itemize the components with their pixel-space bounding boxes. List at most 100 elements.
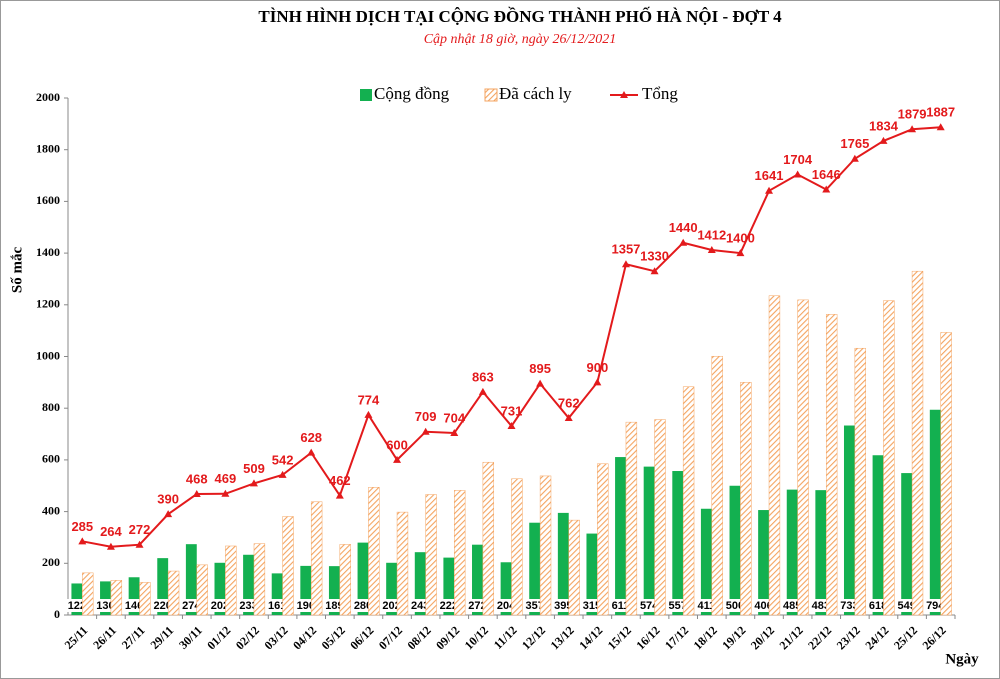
value-label: 500 [726,600,744,612]
value-label: 357 [525,600,543,612]
value-label: 1704 [783,152,813,167]
y-tick-label: 1000 [36,348,60,362]
value-label: 900 [586,360,608,375]
chart-subtitle: Cập nhật 18 giờ, ngày 26/12/2021 [424,32,617,47]
marker [765,186,774,194]
bar [328,566,340,615]
bar [654,419,666,616]
legend-label: Cộng đồng [374,84,450,103]
x-tick-label: 07/12 [376,623,405,652]
bar [472,544,483,615]
y-tick-label: 1600 [36,193,60,207]
legend-swatch [360,89,372,101]
value-label: 202 [211,600,229,612]
x-tick-label: 08/12 [404,623,433,652]
value-label: 485 [783,600,801,612]
marker [679,238,688,246]
x-tick-label: 25/12 [891,623,920,652]
y-tick-label: 200 [42,555,60,569]
value-label: 462 [329,473,351,488]
x-tick-label: 22/12 [805,623,834,652]
y-tick-label: 800 [42,400,60,414]
bar [225,545,237,616]
bar [843,425,855,615]
bar [339,544,351,616]
marker [879,136,888,144]
value-label: 774 [358,392,380,407]
y-tick-label: 2000 [36,90,60,104]
bar [139,582,151,616]
bar [167,570,180,616]
value-label: 731 [501,403,523,418]
bar [100,581,111,615]
marker [936,123,945,131]
x-tick-label: 21/12 [776,623,805,652]
marker [78,537,87,545]
value-label: 1357 [611,242,640,257]
value-label: 509 [243,461,265,476]
value-label: 1400 [726,231,755,246]
bar [157,558,169,615]
legend-label: Tổng [642,84,678,103]
bar [711,355,723,616]
marker [364,410,373,418]
marker [793,170,802,178]
value-label: 557 [669,600,687,612]
value-label: 233 [239,600,257,612]
x-tick-label: 11/12 [491,623,520,652]
bar [443,557,455,615]
bar [729,485,741,615]
bar [586,533,598,615]
bar [425,494,437,616]
x-tick-label: 20/12 [748,623,777,652]
value-label: 704 [443,410,465,425]
x-tick-label: 26/12 [920,623,949,652]
marker [164,510,173,518]
value-label: 146 [125,600,143,612]
bar [396,511,409,616]
value-label: 1440 [669,220,698,235]
marker [736,249,745,257]
bar [414,552,426,615]
bar [243,554,254,615]
marker [908,125,917,133]
x-tick-label: 03/12 [261,623,290,652]
value-label: 468 [186,471,208,486]
bar [700,508,712,615]
y-tick-label: 1400 [36,245,60,259]
value-label: 189 [325,600,343,612]
bar [929,409,941,615]
value-label: 1330 [640,249,669,264]
bar [253,543,266,616]
value-label: 1765 [840,136,869,151]
marker [822,185,831,193]
bar [786,489,798,615]
x-tick-label: 30/11 [176,623,205,652]
marker [478,387,487,395]
bar [539,475,552,616]
marker [650,267,659,275]
value-label: 469 [215,471,237,486]
bar [557,512,569,615]
marker [307,448,316,456]
bar [597,463,609,616]
bar [815,490,827,615]
y-axis-title: Số mắc [9,247,25,294]
value-label: 264 [100,524,122,539]
x-tick-label: 02/12 [233,623,262,652]
marker [850,154,859,162]
bar [454,490,466,616]
x-tick-label: 05/12 [319,623,348,652]
y-tick-label: 600 [42,452,60,466]
x-tick-label: 19/12 [719,623,748,652]
legend-label: Đã cách ly [499,84,572,103]
value-label: 1879 [898,107,927,122]
value-label: 161 [268,600,286,612]
bar [911,270,924,616]
marker [450,429,459,437]
bar [758,510,770,615]
x-tick-label: 04/12 [290,623,319,652]
value-label: 549 [897,600,915,612]
marker [192,490,201,498]
value-label: 483 [812,600,830,612]
